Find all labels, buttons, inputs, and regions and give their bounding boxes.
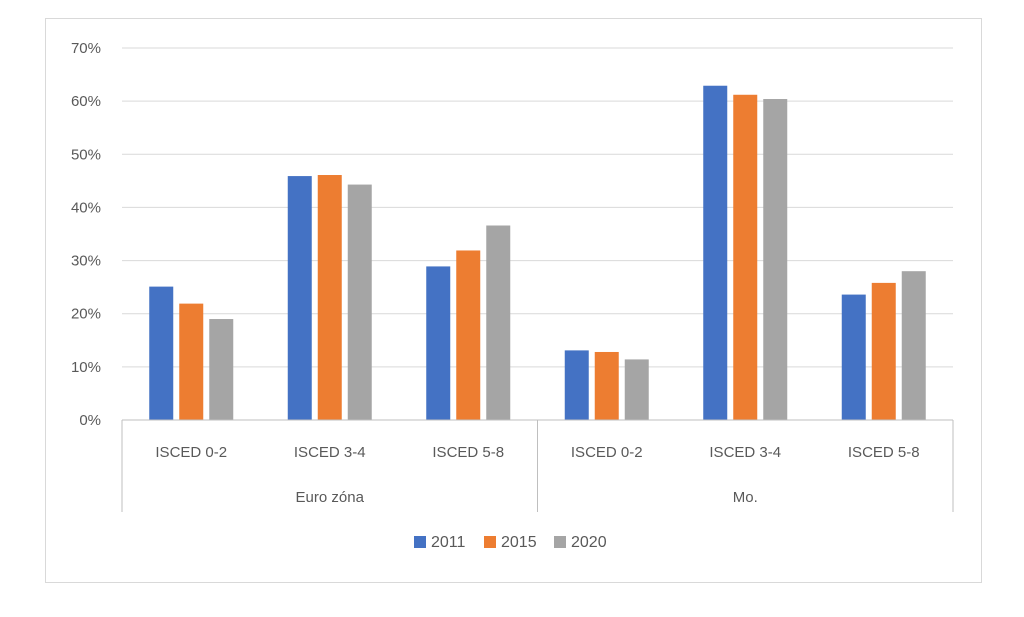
bar-2020 [901, 271, 926, 420]
bar-2015 [456, 250, 481, 420]
bar-2011 [426, 266, 451, 420]
legend-label: 2011 [431, 534, 466, 551]
bar-2020 [209, 319, 234, 420]
bar-2011 [564, 350, 589, 420]
y-tick-label: 10% [71, 359, 101, 376]
chart-frame [45, 18, 982, 583]
y-tick-label: 70% [71, 40, 101, 57]
x-category-label: ISCED 3-4 [294, 444, 366, 461]
bar-2015 [179, 303, 204, 420]
x-group-label: Mo. [733, 489, 758, 506]
bar-2011 [149, 286, 174, 420]
bar-2020 [763, 99, 788, 420]
bar-2020 [347, 184, 372, 420]
x-category-label: ISCED 5-8 [432, 444, 504, 461]
legend-swatch [484, 536, 496, 548]
legend-swatch [414, 536, 426, 548]
y-tick-label: 50% [71, 146, 101, 163]
x-category-label: ISCED 0-2 [571, 444, 643, 461]
bar-2015 [871, 282, 896, 420]
gridlines [122, 47, 953, 421]
legend-item: 2020 [554, 534, 607, 551]
y-tick-label: 30% [71, 253, 101, 270]
bar-2015 [594, 351, 619, 420]
legend: 2011 2015 2020 [414, 534, 607, 551]
x-category-label: ISCED 0-2 [155, 444, 227, 461]
bar-2020 [486, 225, 511, 420]
y-axis-tick-labels: 0% 10% 20% 30% 40% 50% 60% 70% [71, 40, 101, 429]
bar-2015 [317, 175, 342, 420]
legend-label: 2015 [501, 534, 537, 551]
bar-2011 [703, 85, 728, 420]
legend-item: 2015 [484, 534, 537, 551]
x-group-label: Euro zóna [296, 489, 365, 506]
legend-item: 2011 [414, 534, 466, 551]
bar-2020 [624, 359, 649, 420]
y-tick-label: 20% [71, 306, 101, 323]
y-tick-label: 0% [79, 412, 101, 429]
bar-2015 [733, 94, 758, 420]
x-category-label: ISCED 3-4 [709, 444, 781, 461]
bar-2011 [287, 176, 312, 420]
legend-swatch [554, 536, 566, 548]
x-axis: ISCED 0-2 ISCED 3-4 ISCED 5-8 ISCED 0-2 ISCE… [121, 419, 954, 512]
bars [149, 85, 926, 420]
y-tick-label: 60% [71, 93, 101, 110]
x-category-label: ISCED 5-8 [848, 444, 920, 461]
y-tick-label: 40% [71, 199, 101, 216]
bar-2011 [841, 294, 866, 420]
legend-label: 2020 [571, 534, 607, 551]
